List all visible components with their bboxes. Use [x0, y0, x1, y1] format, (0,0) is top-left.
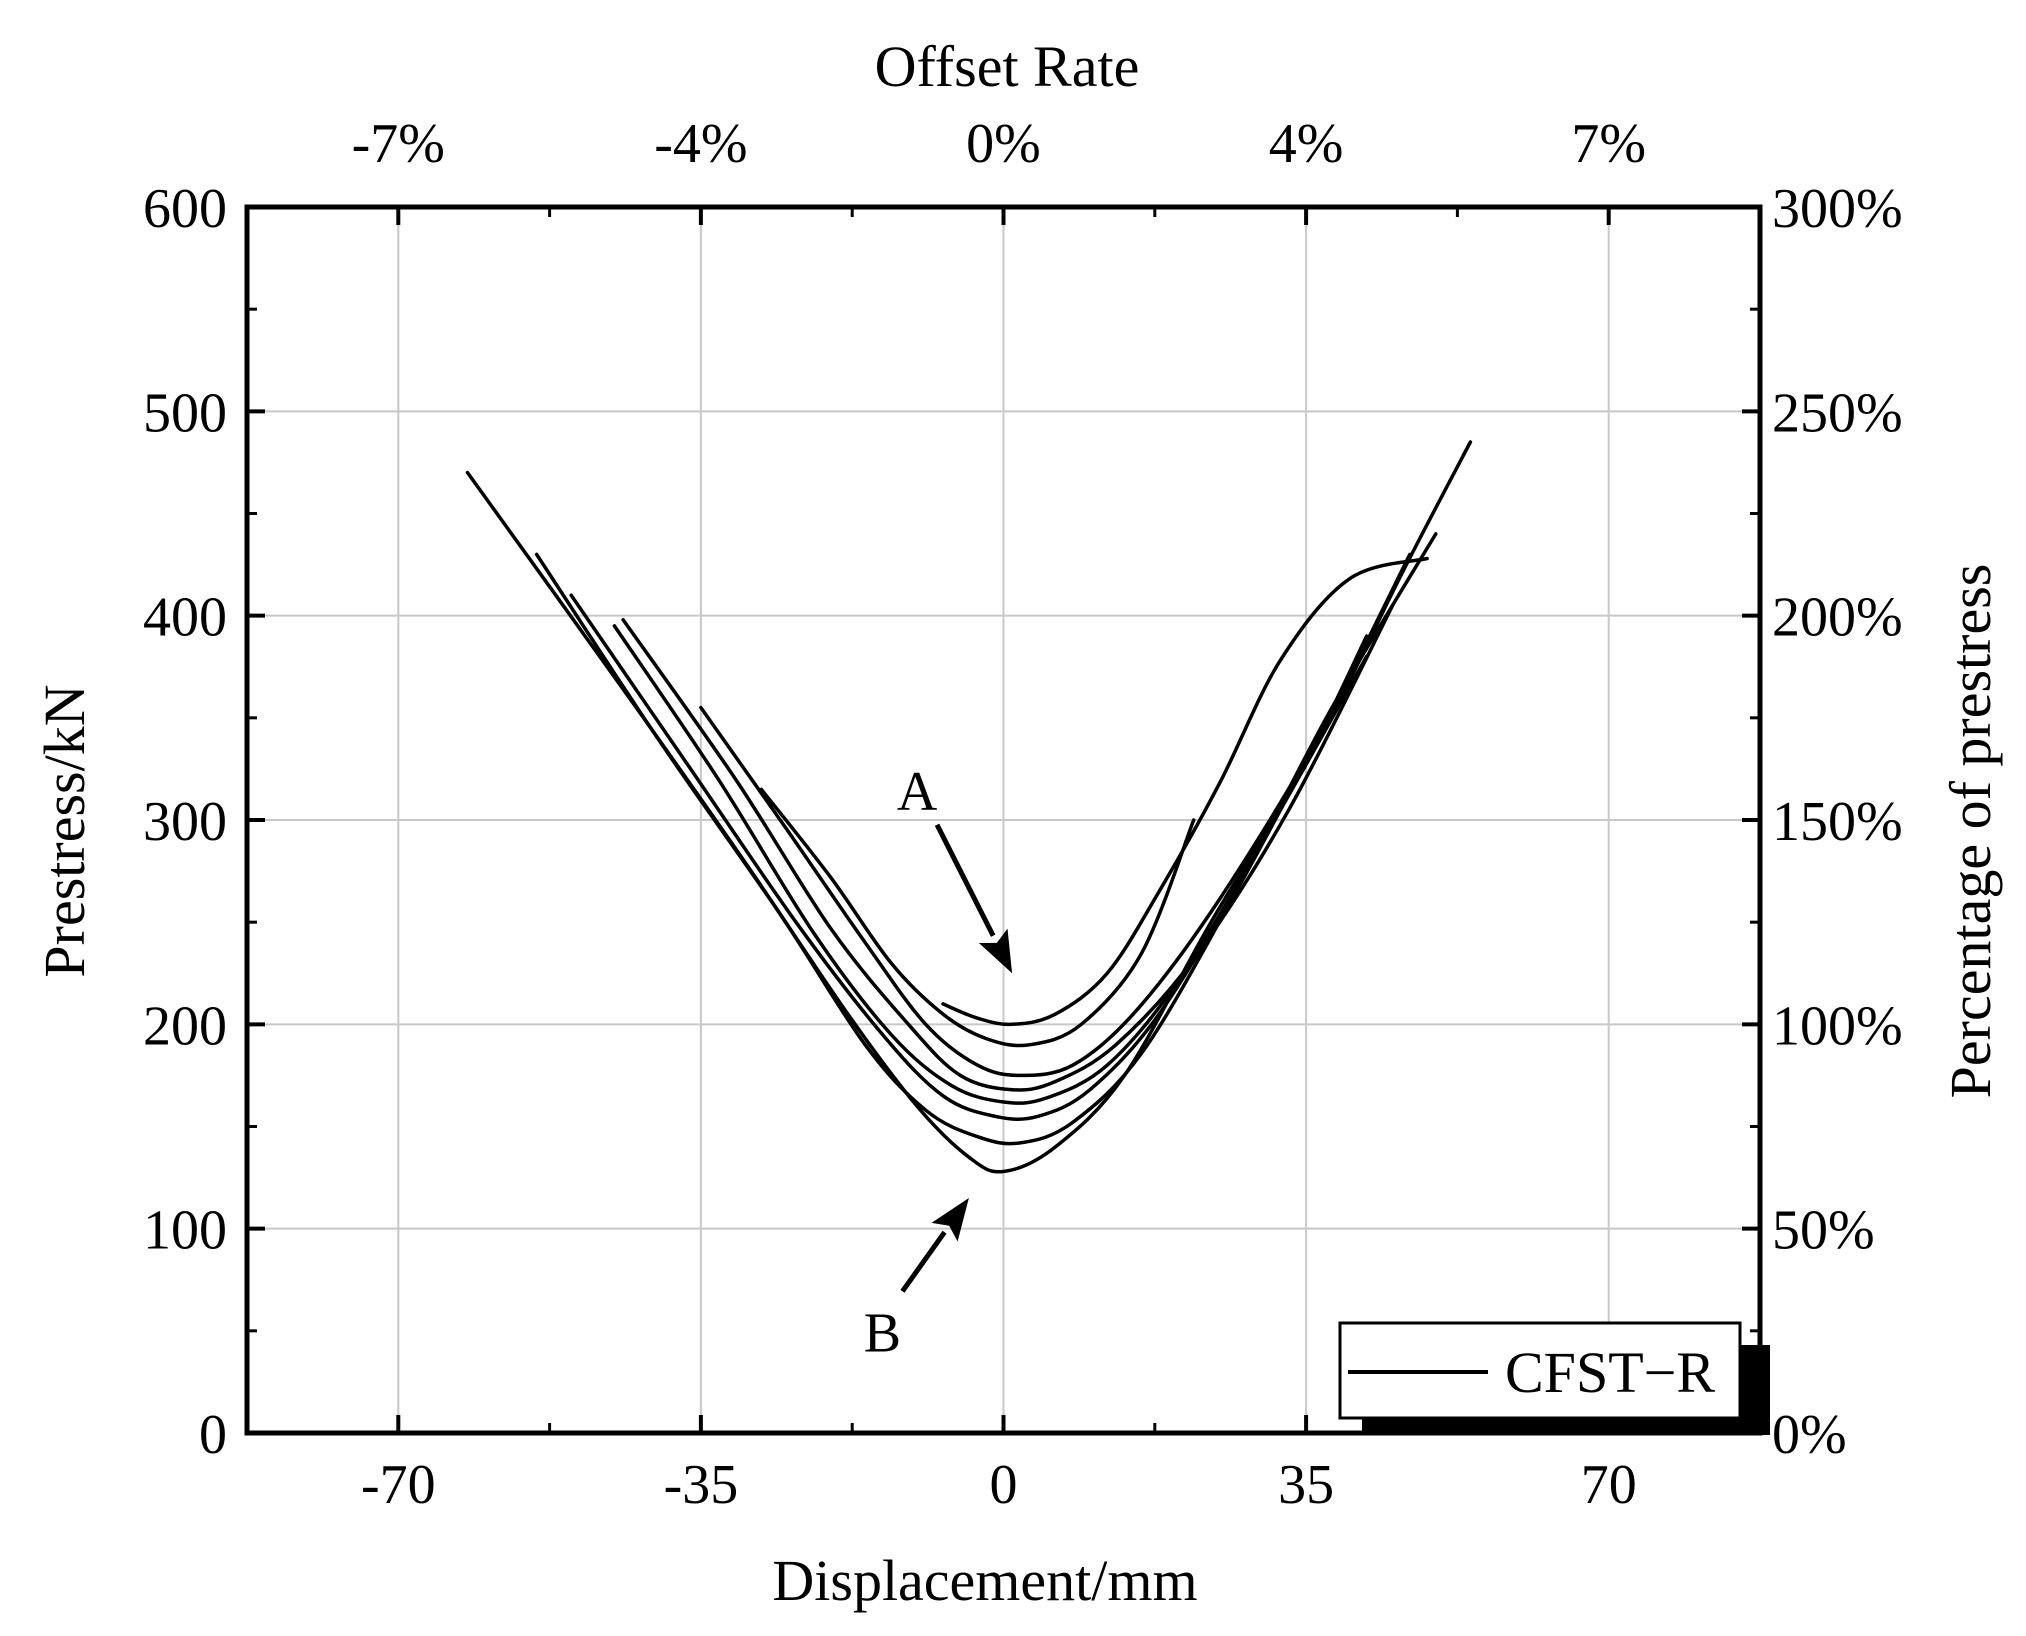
series-line	[612, 624, 1369, 1105]
legend-label: CFST−R	[1505, 1340, 1715, 1405]
y-tick-label: 0	[199, 1404, 227, 1466]
x-tick-label: 70	[1581, 1454, 1637, 1516]
series-line	[759, 787, 1196, 1048]
right-tick-label: 150%	[1772, 791, 1903, 853]
series-line	[534, 552, 1412, 1146]
y-tick-label: 100	[143, 1200, 227, 1262]
series-line	[465, 440, 1473, 1174]
x-tick-label: 0	[990, 1454, 1018, 1516]
top-tick-label: 7%	[1571, 113, 1646, 175]
right-tick-label: 50%	[1772, 1200, 1875, 1262]
y-tick-label: 200	[143, 995, 227, 1057]
right-tick-label: 0%	[1772, 1404, 1847, 1466]
series-line	[941, 556, 1429, 1027]
data-series	[465, 440, 1473, 1174]
right-tick-label: 100%	[1772, 995, 1903, 1057]
annotation-arrow-shaft	[934, 823, 996, 937]
annotation-label: B	[864, 1302, 901, 1364]
y-axis-title: Prestress/kN	[32, 684, 97, 977]
annotation-label: A	[897, 761, 938, 823]
right-axis-title: Percentage of prestress	[1938, 564, 2003, 1099]
top-axis-title: Offset Rate	[875, 34, 1140, 99]
top-tick-label: -4%	[654, 113, 747, 175]
top-tick-label: 0%	[966, 113, 1041, 175]
x-tick-label: 35	[1278, 1454, 1334, 1516]
right-tick-label: 300%	[1772, 178, 1903, 240]
series-line	[621, 603, 1395, 1092]
grid-lines	[247, 206, 1760, 1434]
annotation-arrow-shaft	[900, 1230, 947, 1293]
legend: CFST−R	[1338, 1321, 1770, 1435]
x-tick-label: -70	[361, 1454, 436, 1516]
annotations: AB	[864, 761, 1013, 1364]
y-tick-label: 500	[143, 382, 227, 444]
y-tick-label: 600	[143, 178, 227, 240]
top-tick-label: -7%	[352, 113, 445, 175]
annotation-arrow-head	[978, 928, 1013, 974]
tick-labels: -70 -35 0 35 70 -7% -4% 0% 4% 7% 0 100 200 300 400 500 6…	[143, 113, 1903, 1516]
right-tick-label: 250%	[1772, 382, 1903, 444]
x-axis-title: Displacement/mm	[772, 1548, 1197, 1613]
right-tick-label: 200%	[1772, 587, 1903, 649]
top-tick-label: 4%	[1269, 113, 1344, 175]
series-line	[699, 634, 1369, 1078]
x-tick-label: -35	[664, 1454, 739, 1516]
y-tick-label: 300	[143, 791, 227, 853]
y-tick-label: 400	[143, 587, 227, 649]
annotation-arrow-head	[931, 1198, 969, 1242]
